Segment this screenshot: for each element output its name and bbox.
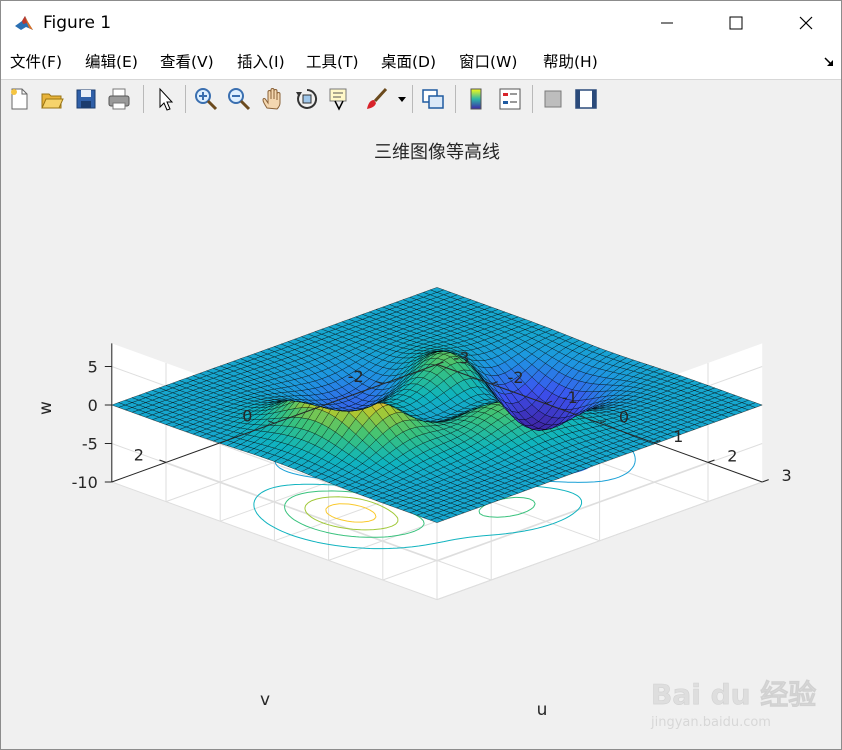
pan-hand-icon[interactable] <box>260 86 286 112</box>
wall-gridline-w <box>111 443 438 562</box>
close-button[interactable] <box>783 1 829 45</box>
x-tick <box>491 381 498 385</box>
toolbar-separator <box>143 85 144 113</box>
x-tick-label: -3 <box>453 349 469 368</box>
z-axis-label: w <box>36 401 56 415</box>
minimize-icon <box>661 22 673 24</box>
watermark-brand: Bai du 经验 <box>651 678 816 711</box>
chart-title: 三维图像等高线 <box>374 142 500 163</box>
colorbar-icon[interactable] <box>463 86 489 112</box>
x-tick-label: -1 <box>562 388 578 407</box>
dock-arrow-icon[interactable] <box>823 56 835 68</box>
window-title: Figure 1 <box>43 13 112 33</box>
y-tick <box>267 420 275 424</box>
y-tick-label: 0 <box>242 406 252 425</box>
print-icon[interactable] <box>106 86 132 112</box>
z-tick-label: 0 <box>88 396 98 415</box>
close-icon <box>799 16 813 30</box>
maximize-icon <box>729 16 743 30</box>
figure-canvas[interactable]: -3 -2 -1 0 1 2 3 -2 0 2 -10 -5 0 5 三维图像等高线 u v w Bai … <box>1 118 841 749</box>
menu-view[interactable]: 查看(V) <box>160 53 214 71</box>
open-file-icon[interactable] <box>39 86 65 112</box>
x-tick <box>653 439 661 444</box>
title-bar: Figure 1 <box>1 1 841 45</box>
toolbar-separator <box>455 85 456 113</box>
y-axis-label: v <box>260 690 270 710</box>
z-tick-label: -10 <box>72 473 98 492</box>
x-tick <box>436 361 444 365</box>
select-arrow-icon[interactable] <box>152 86 178 112</box>
z-tick-label: 5 <box>88 358 98 377</box>
save-icon[interactable] <box>73 86 99 112</box>
menu-insert[interactable]: 插入(I) <box>237 53 285 71</box>
y-tick <box>159 459 167 463</box>
menu-tools[interactable]: 工具(T) <box>306 53 359 71</box>
wall-gridline-w <box>436 443 763 562</box>
wall-gridline-w <box>111 481 438 601</box>
hide-plot-tools-icon[interactable] <box>540 86 566 112</box>
menu-desktop[interactable]: 桌面(D) <box>381 53 437 71</box>
new-figure-icon[interactable] <box>6 86 32 112</box>
toolbar-separator <box>532 85 533 113</box>
link-plot-icon[interactable] <box>420 86 446 112</box>
brush-icon[interactable] <box>364 86 390 112</box>
legend-icon[interactable] <box>497 86 523 112</box>
surface-patch <box>429 287 445 293</box>
y-tick <box>376 381 383 385</box>
x-tick-label: 1 <box>673 427 683 446</box>
x-tick-label: -2 <box>508 368 524 387</box>
zoom-out-icon[interactable] <box>226 86 252 112</box>
x-tick <box>545 400 553 405</box>
baidu-watermark: Bai du 经验 jingyan.baidu.com <box>650 678 817 730</box>
contour-line <box>325 503 377 523</box>
minimize-button[interactable] <box>644 1 690 45</box>
contour-line <box>304 496 399 531</box>
floor-gridline-v <box>165 461 492 581</box>
zoom-in-icon[interactable] <box>193 86 219 112</box>
brush-dropdown-icon[interactable] <box>397 94 407 104</box>
toolbar-separator <box>185 85 186 113</box>
x-tick <box>707 459 715 463</box>
y-tick-label: 2 <box>134 446 144 465</box>
y-tick-label: -2 <box>348 367 364 386</box>
z-tick-label: -5 <box>82 435 98 454</box>
x-tick-label: 2 <box>727 447 737 466</box>
menu-bar: 文件(F) 编辑(E) 查看(V) 插入(I) 工具(T) 桌面(D) 窗口(W… <box>1 45 841 79</box>
surface-plot[interactable] <box>111 287 763 523</box>
watermark-url: jingyan.baidu.com <box>650 715 771 730</box>
menu-file[interactable]: 文件(F) <box>10 53 63 71</box>
show-plot-tools-icon[interactable] <box>573 86 599 112</box>
x-tick <box>762 479 769 483</box>
maximize-button[interactable] <box>713 1 759 45</box>
toolbar <box>1 79 841 119</box>
menu-help[interactable]: 帮助(H) <box>543 53 598 71</box>
toolbar-separator <box>412 85 413 113</box>
x-tick-label: 0 <box>619 407 629 426</box>
x-tick <box>599 420 607 424</box>
menu-edit[interactable]: 编辑(E) <box>85 53 138 71</box>
menu-window[interactable]: 窗口(W) <box>459 53 518 71</box>
wall-gridline-w <box>436 481 763 601</box>
x-axis-label: u <box>537 700 548 720</box>
rotate-3d-icon[interactable] <box>294 86 320 112</box>
data-cursor-icon[interactable] <box>327 86 353 112</box>
matlab-logo-icon <box>15 16 33 30</box>
x-tick-label: 3 <box>782 466 792 485</box>
